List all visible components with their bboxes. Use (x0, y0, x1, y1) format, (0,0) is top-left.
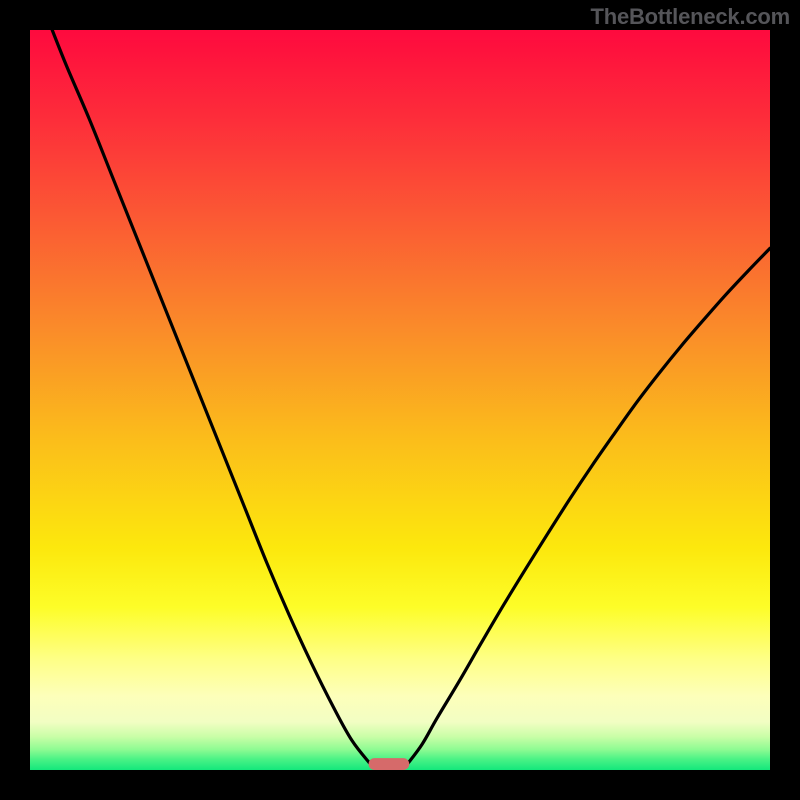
chart-svg (0, 0, 800, 800)
watermark-text: TheBottleneck.com (590, 4, 790, 30)
valley-marker (369, 758, 410, 770)
bottleneck-chart: TheBottleneck.com (0, 0, 800, 800)
